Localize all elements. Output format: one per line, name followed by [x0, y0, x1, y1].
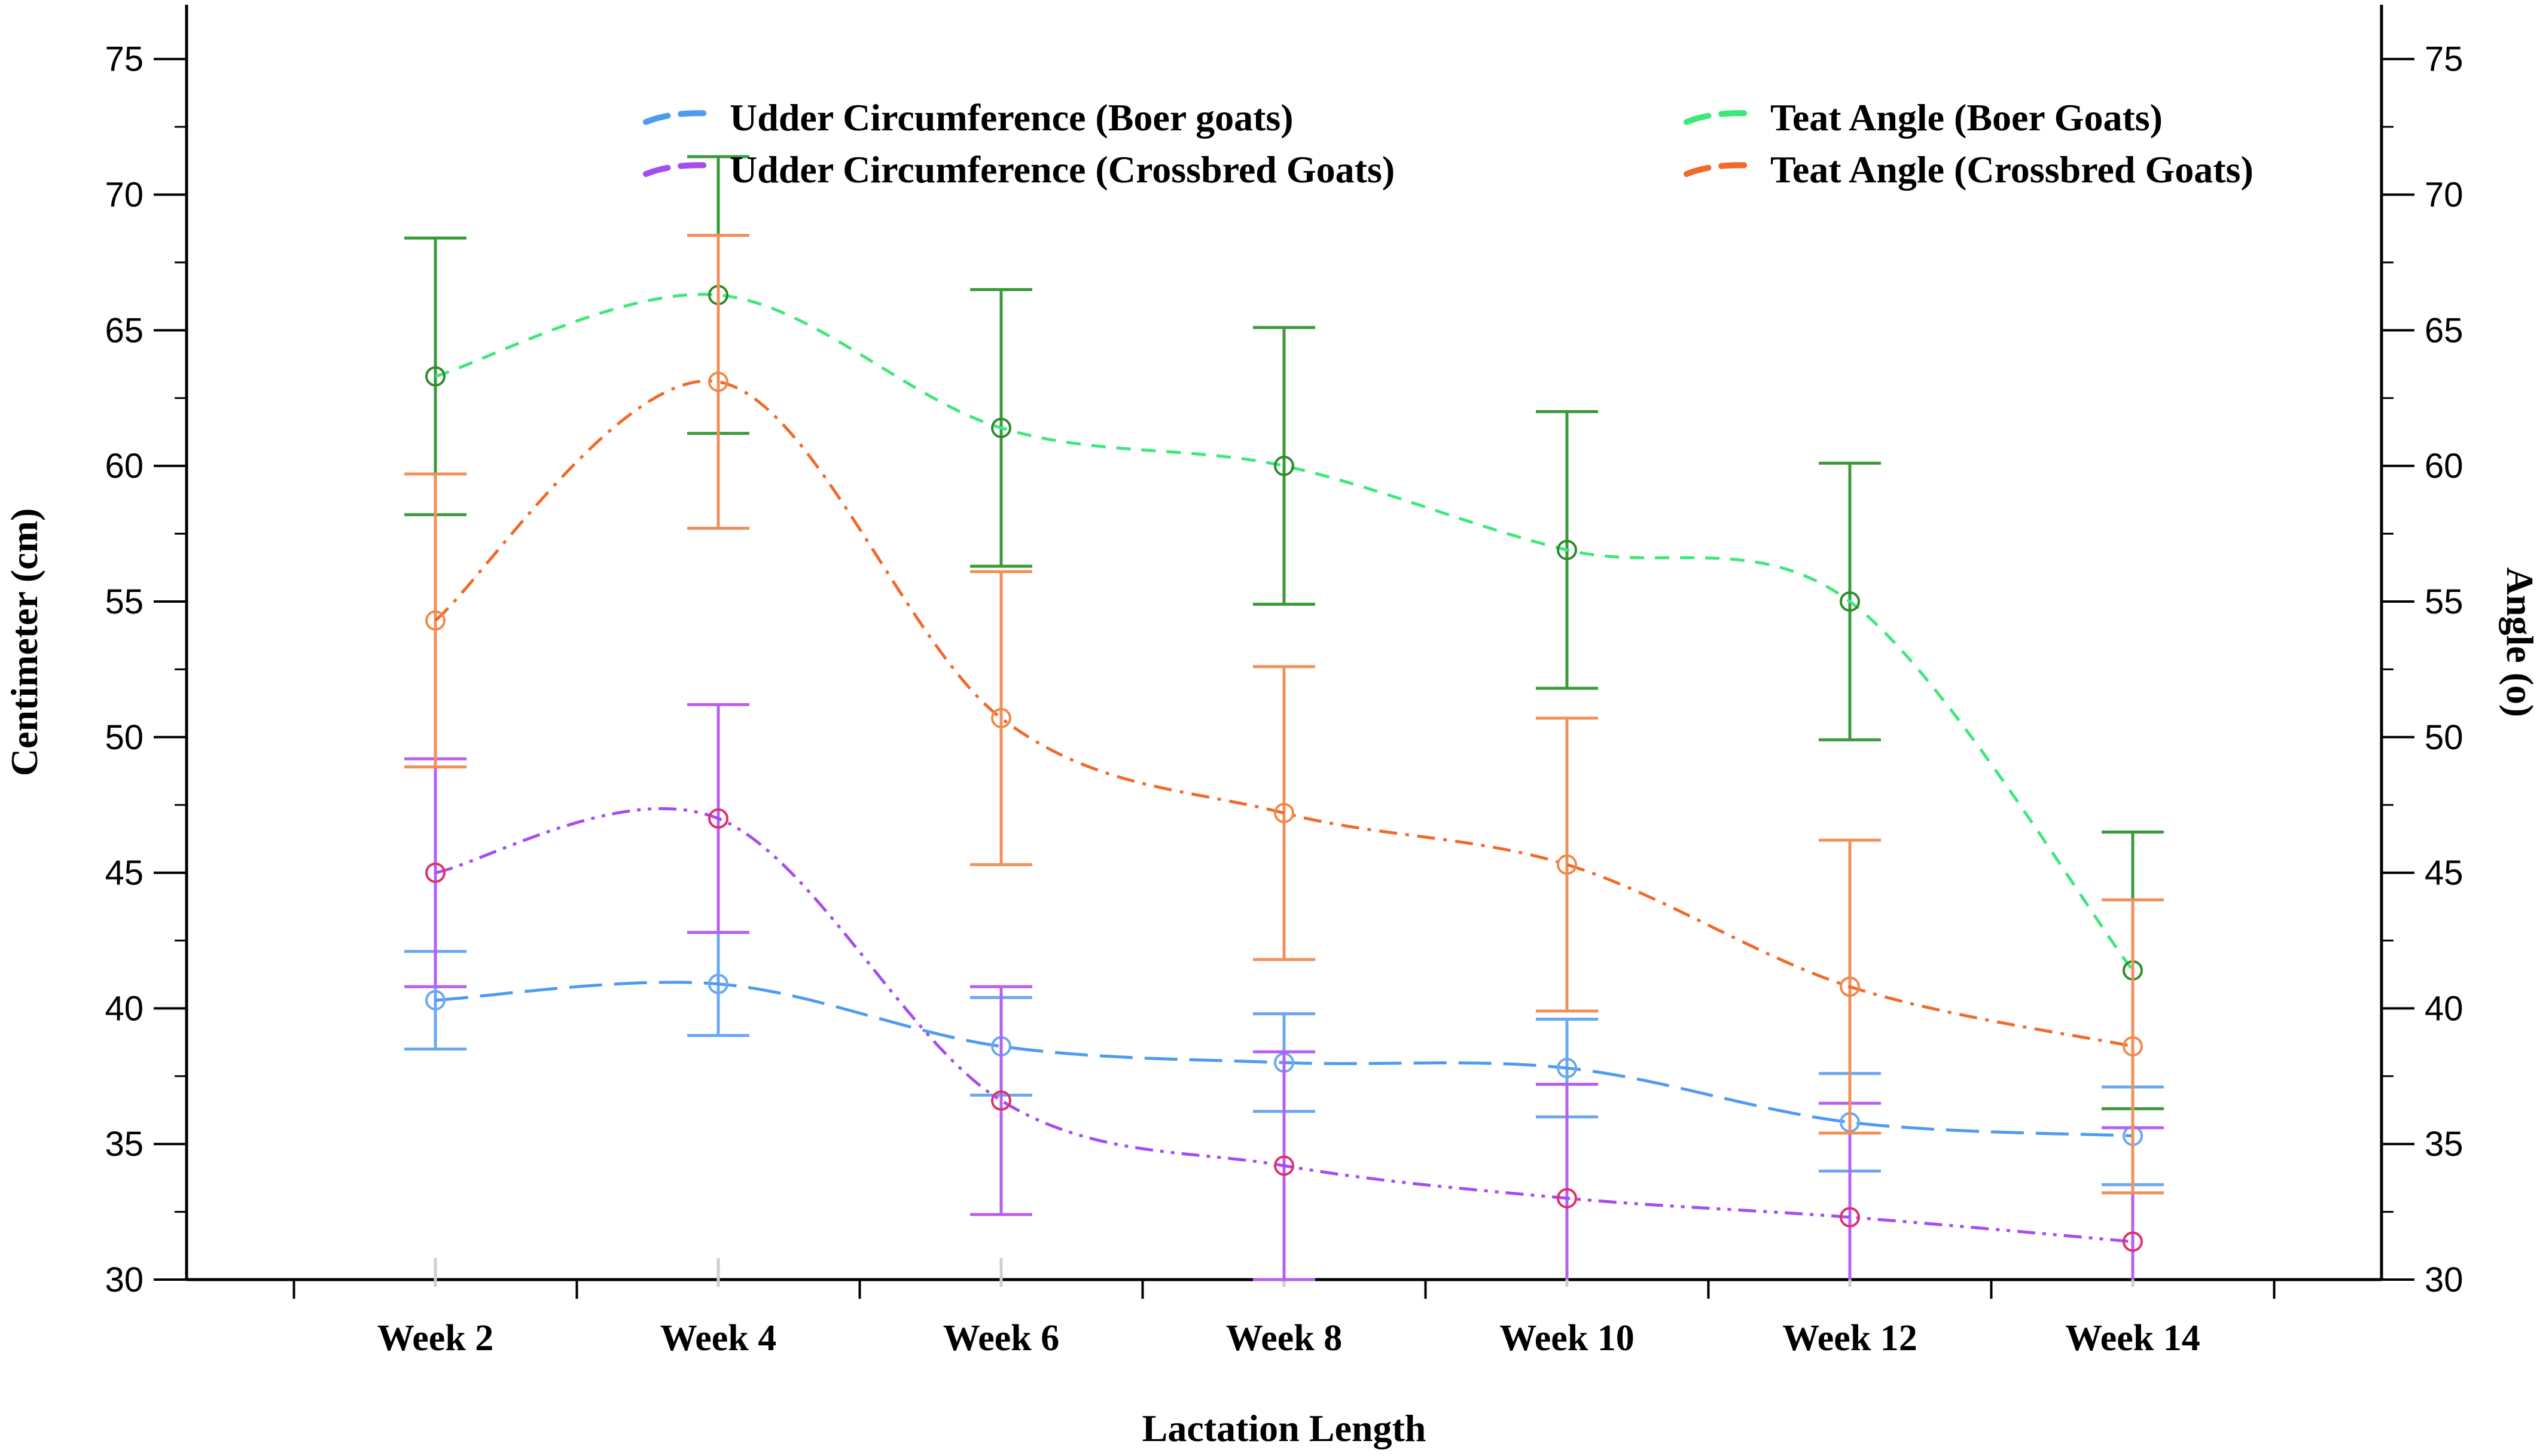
legend-label: Udder Circumference (Boer goats)	[730, 96, 1294, 139]
x-tick-label: Week 8	[1226, 1318, 1343, 1359]
y-tick-label-right: 40	[2425, 989, 2463, 1028]
data-point	[991, 1090, 1011, 1111]
y-tick-label-right: 75	[2425, 40, 2463, 79]
series-line	[434, 379, 2133, 1048]
data-point	[991, 708, 1011, 729]
data-point	[708, 808, 728, 829]
y-tick-label-left: 60	[105, 447, 144, 486]
series-3	[404, 234, 2164, 1195]
y-tick-label-left: 55	[105, 582, 144, 621]
y-axis-title-right: Angle (o)	[2499, 567, 2541, 718]
data-point	[1557, 539, 1577, 560]
series-2	[404, 155, 2164, 1110]
y-tick-label-right: 55	[2425, 582, 2463, 621]
y-tick-label-right: 50	[2425, 718, 2463, 757]
x-tick-label: Week 6	[943, 1318, 1060, 1359]
x-tick-label: Week 4	[660, 1318, 777, 1359]
data-point	[425, 610, 446, 631]
y-tick-label-left: 70	[105, 176, 144, 215]
y-tick-label-left: 50	[105, 718, 144, 757]
data-point	[2123, 1036, 2143, 1057]
series-line	[435, 292, 2134, 972]
legend-label: Teat Angle (Boer Goats)	[1770, 96, 2163, 139]
y-tick-label-right: 70	[2425, 176, 2463, 215]
data-point	[425, 862, 446, 883]
data-point	[1840, 976, 1860, 997]
y-tick-label-right: 30	[2425, 1260, 2463, 1299]
x-tick-label: Week 12	[1782, 1318, 1917, 1359]
data-point	[708, 371, 728, 392]
y-tick-label-left: 45	[105, 854, 144, 893]
x-tick-label: Week 10	[1499, 1318, 1635, 1359]
legend-swatch	[643, 110, 715, 125]
legend-item: Udder Circumference (Crossbred Goats)	[643, 148, 1395, 191]
data-point	[708, 973, 728, 994]
y-axis-title-left: Centimeter (cm)	[3, 508, 45, 776]
legend-item: Teat Angle (Boer Goats)	[1684, 96, 2163, 139]
axes-layer: 30 30 35 35 40 40 45 45 50 50 55 55 60 60 65 65 70 70 75 75…	[105, 5, 2463, 1359]
data-point	[1840, 1207, 1860, 1228]
data-point	[1274, 802, 1294, 823]
data-point	[425, 366, 446, 387]
legend-swatch	[1684, 110, 1755, 125]
data-point	[1840, 591, 1860, 612]
y-tick-label-left: 40	[105, 989, 144, 1028]
data-point	[1557, 1058, 1577, 1079]
legend-label: Udder Circumference (Crossbred Goats)	[730, 148, 1395, 191]
y-tick-label-left: 35	[105, 1125, 144, 1164]
y-tick-label-right: 65	[2425, 311, 2463, 350]
data-point	[1557, 854, 1577, 875]
legend-swatch	[1684, 162, 1755, 177]
data-point	[2123, 1231, 2143, 1252]
data-point	[1557, 1188, 1577, 1208]
legend-label: Teat Angle (Crossbred Goats)	[1770, 148, 2254, 191]
x-tick-label: Week 14	[2065, 1318, 2200, 1359]
legend-item: Udder Circumference (Boer goats)	[643, 96, 1294, 139]
data-point	[1274, 456, 1294, 477]
legend-item: Teat Angle (Crossbred Goats)	[1684, 148, 2254, 191]
y-tick-label-right: 60	[2425, 447, 2463, 486]
y-tick-label-left: 75	[105, 40, 144, 79]
legend: Udder Circumference (Boer goats) Udder Ci…	[643, 96, 2254, 191]
data-point	[1274, 1155, 1294, 1176]
series-layer	[404, 155, 2164, 1281]
y-tick-label-right: 35	[2425, 1125, 2463, 1164]
series-line	[435, 807, 2133, 1243]
x-axis-title: Lactation Length	[1142, 1407, 1426, 1449]
y-tick-label-right: 45	[2425, 854, 2463, 893]
data-point	[991, 417, 1011, 438]
y-tick-label-left: 30	[105, 1260, 144, 1299]
x-tick-label: Week 2	[377, 1318, 494, 1359]
y-tick-label-left: 65	[105, 311, 144, 350]
legend-swatch	[643, 162, 715, 177]
data-point	[425, 990, 446, 1011]
